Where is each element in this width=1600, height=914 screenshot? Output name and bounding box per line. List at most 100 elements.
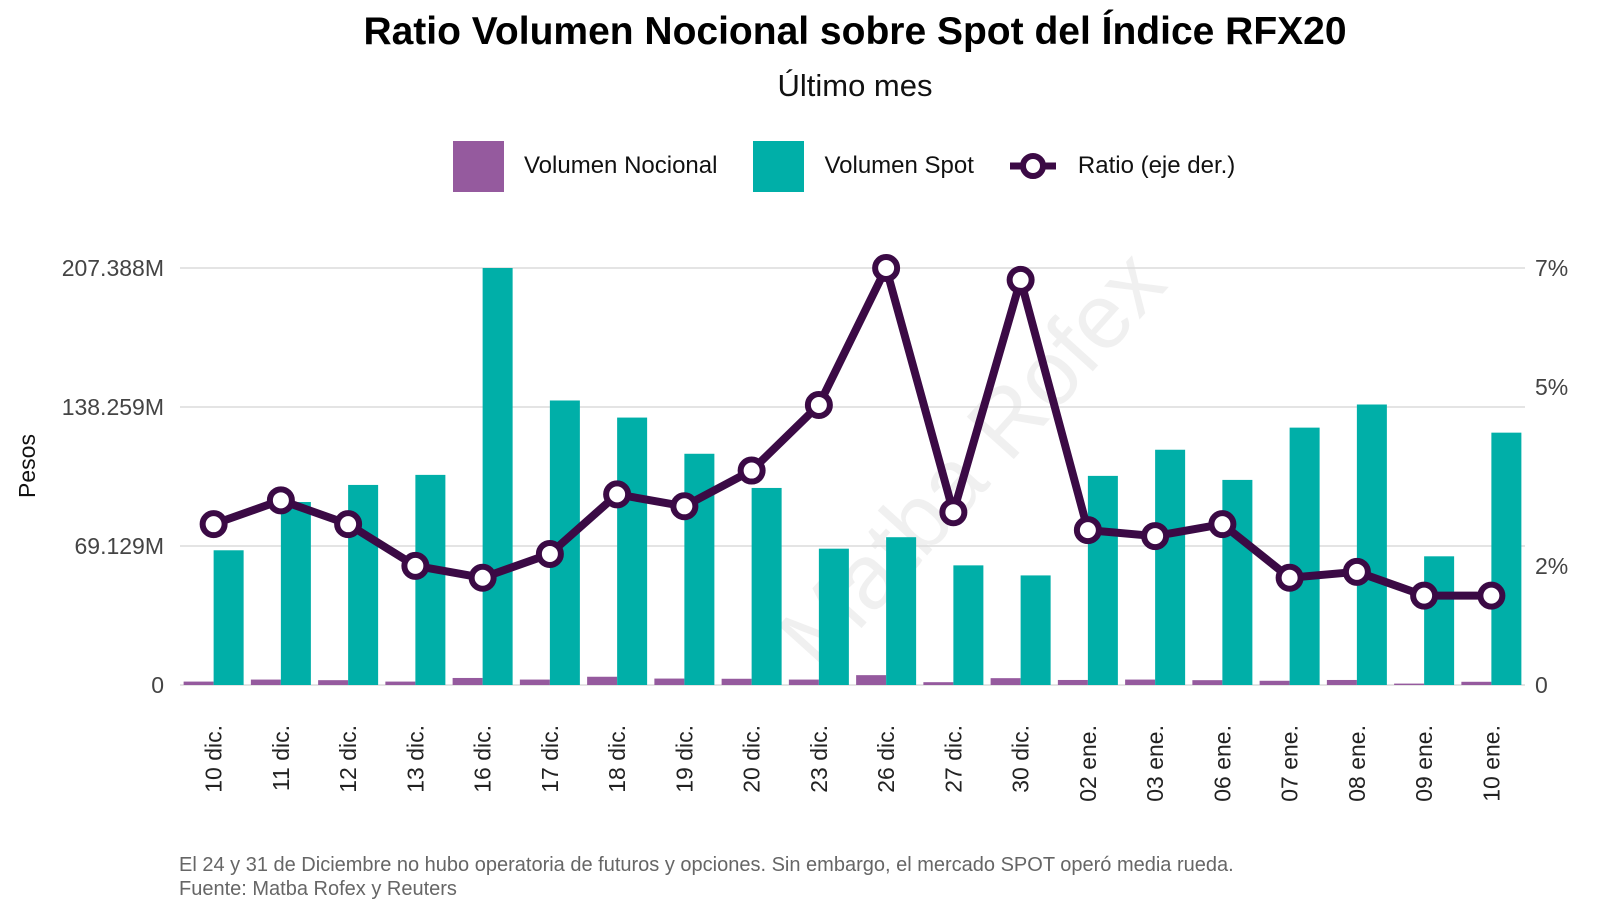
- y-axis-left: 0 69.129M 138.259M 207.388M: [62, 255, 164, 698]
- y-left-tick-label: 0: [151, 672, 164, 698]
- bar-volumen-spot: [953, 565, 984, 685]
- x-tick-label: 10 ene.: [1478, 725, 1504, 802]
- legend-item-volumen-spot[interactable]: Volumen Spot: [753, 140, 974, 192]
- y-axis-right: 0 2% 5% 7%: [1535, 255, 1568, 698]
- y-right-tick-label: 2%: [1535, 553, 1568, 579]
- x-tick-label: 02 ene.: [1075, 725, 1101, 802]
- legend-label: Ratio (eje der.): [1077, 152, 1236, 179]
- bar-volumen-nocional: [1259, 680, 1290, 685]
- ratio-point: [199, 510, 228, 539]
- bar-volumen-nocional: [1461, 681, 1492, 685]
- x-tick-label: 23 dic.: [806, 725, 832, 793]
- x-tick-label: 06 ene.: [1209, 725, 1235, 802]
- x-tick-label: 27 dic.: [940, 725, 966, 793]
- ratio-point: [603, 480, 632, 509]
- ratio-line-group: [199, 254, 1506, 610]
- bar-volumen-nocional: [1326, 679, 1357, 685]
- x-tick-label: 08 ene.: [1344, 725, 1370, 802]
- legend-swatch-spot: [753, 140, 805, 192]
- legend-item-ratio[interactable]: Ratio (eje der.): [1009, 151, 1236, 181]
- x-tick-label: 13 dic.: [402, 725, 428, 793]
- ratio-point: [1141, 522, 1170, 551]
- bar-volumen-nocional: [990, 678, 1021, 685]
- footer-note: El 24 y 31 de Diciembre no hubo operator…: [179, 854, 1234, 876]
- x-tick-label: 12 dic.: [335, 725, 361, 793]
- footer-source: Fuente: Matba Rofex y Reuters: [179, 878, 457, 900]
- bar-volumen-nocional: [721, 678, 752, 685]
- ratio-point: [939, 498, 968, 527]
- bar-volumen-nocional: [519, 679, 550, 685]
- ratio-point: [401, 551, 430, 580]
- y-left-tick-label: 69.129M: [74, 533, 164, 559]
- chart-footer: El 24 y 31 de Diciembre no hubo operator…: [179, 853, 1234, 901]
- bar-volumen-nocional: [1125, 679, 1156, 685]
- ratio-point: [1073, 516, 1102, 545]
- bar-volumen-nocional: [856, 675, 887, 685]
- bar-volumen-spot: [751, 487, 782, 685]
- bar-volumen-nocional: [385, 681, 416, 685]
- y-right-tick-label: 5%: [1535, 374, 1568, 400]
- ratio-point: [1342, 557, 1371, 586]
- ratio-point: [1410, 581, 1439, 610]
- x-tick-label: 09 ene.: [1411, 725, 1437, 802]
- y-left-tick-label: 138.259M: [62, 394, 164, 420]
- legend-item-volumen-nocional[interactable]: Volumen Nocional: [453, 140, 718, 192]
- x-axis: 10 dic. 11 dic. 12 dic. 13 dic. 16 dic. 17 di…: [201, 725, 1505, 802]
- bar-volumen-nocional: [318, 680, 349, 685]
- ratio-point: [1275, 563, 1304, 592]
- x-tick-label: 11 dic.: [268, 725, 294, 791]
- ratio-point: [872, 254, 901, 282]
- chart-title: Ratio Volumen Nocional sobre Spot del Ín…: [363, 10, 1347, 53]
- ratio-point: [670, 492, 699, 521]
- bar-volumen-nocional: [183, 681, 214, 685]
- bar-volumen-spot: [1222, 479, 1253, 685]
- y-left-tick-label: 207.388M: [62, 255, 164, 281]
- bar-volumen-spot: [482, 268, 513, 685]
- ratio-point: [804, 391, 833, 420]
- x-tick-label: 20 dic.: [739, 725, 765, 793]
- chart-legend: Volumen Nocional Volumen Spot Ratio (eje…: [453, 140, 1271, 192]
- x-tick-label: 19 dic.: [671, 725, 697, 793]
- ratio-point: [535, 539, 564, 568]
- x-tick-label: 07 ene.: [1277, 725, 1303, 802]
- bar-volumen-nocional: [654, 678, 685, 685]
- y-right-tick-label: 0: [1535, 672, 1548, 698]
- x-tick-label: 26 dic.: [873, 725, 899, 793]
- bar-volumen-nocional: [587, 676, 618, 685]
- ratio-point: [1477, 581, 1506, 610]
- bar-volumen-spot: [886, 537, 917, 685]
- bar-volumen-spot: [280, 502, 311, 685]
- bar-volumen-spot: [1289, 427, 1320, 685]
- bar-volumen-spot: [1020, 575, 1051, 685]
- legend-label: Volumen Spot: [824, 152, 974, 179]
- bar-volumen-spot: [213, 550, 244, 685]
- x-tick-label: 17 dic.: [537, 725, 563, 793]
- bar-volumen-nocional: [1192, 680, 1223, 685]
- y-axis-title: Pesos: [14, 434, 40, 498]
- bar-volumen-nocional: [923, 682, 954, 685]
- bar-volumen-nocional: [250, 679, 281, 685]
- bar-volumen-nocional: [1057, 679, 1088, 685]
- x-tick-label: 10 dic.: [201, 725, 227, 793]
- y-right-tick-label: 7%: [1535, 255, 1568, 281]
- ratio-point: [1208, 510, 1237, 539]
- legend-label: Volumen Nocional: [524, 152, 718, 179]
- chart-subtitle: Último mes: [777, 68, 933, 103]
- bar-volumen-spot: [1424, 556, 1455, 685]
- bar-volumen-spot: [415, 474, 446, 685]
- bar-volumen-spot: [1356, 404, 1387, 685]
- x-tick-label: 16 dic.: [470, 725, 496, 793]
- bar-volumen-nocional: [452, 677, 483, 685]
- bar-volumen-nocional: [788, 679, 819, 685]
- x-tick-label: 18 dic.: [604, 725, 630, 793]
- legend-swatch-ratio: [1009, 153, 1056, 179]
- ratio-point: [468, 563, 497, 592]
- ratio-point: [737, 456, 766, 485]
- legend-swatch-nocional: [453, 140, 504, 192]
- bar-volumen-nocional: [1394, 683, 1425, 685]
- bar-volumen-spot: [617, 417, 648, 685]
- ratio-point: [334, 510, 363, 539]
- x-tick-label: 03 ene.: [1142, 725, 1168, 802]
- ratio-point: [266, 486, 295, 515]
